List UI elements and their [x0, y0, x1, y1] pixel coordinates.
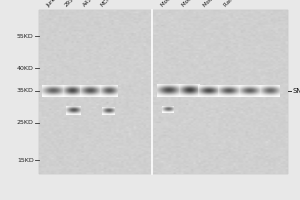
- Text: Rat brain: Rat brain: [223, 0, 244, 8]
- Text: SNRPA: SNRPA: [292, 88, 300, 94]
- Text: 55KD: 55KD: [17, 33, 34, 38]
- Text: 25KD: 25KD: [17, 120, 34, 126]
- Text: Jurkat: Jurkat: [46, 0, 61, 8]
- Text: 35KD: 35KD: [17, 88, 34, 94]
- Text: 15KD: 15KD: [17, 158, 34, 162]
- Text: MCF-7: MCF-7: [100, 0, 116, 8]
- Text: Mouse testis: Mouse testis: [181, 0, 209, 8]
- Bar: [39, 10, 288, 174]
- Text: A431: A431: [82, 0, 96, 8]
- Text: Mouse brain: Mouse brain: [160, 0, 188, 8]
- Text: Mouse thymus: Mouse thymus: [202, 0, 234, 8]
- Text: 293T: 293T: [64, 0, 77, 8]
- Text: 40KD: 40KD: [17, 66, 34, 71]
